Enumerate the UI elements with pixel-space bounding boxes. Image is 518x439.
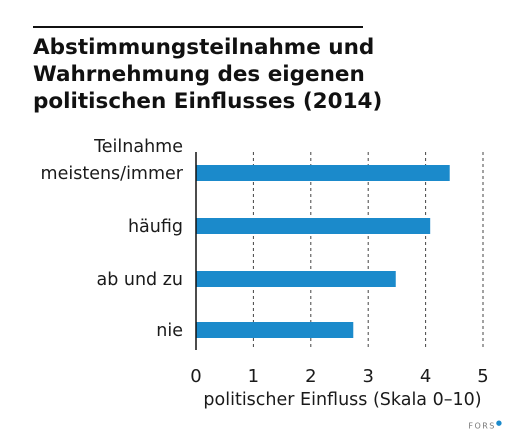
x-tick-label: 4 [420,366,431,387]
category-label: nie [156,321,183,341]
x-tick-label: 3 [362,366,373,387]
fors-logo-text: FORS [468,422,496,431]
fors-logo: FORS● [468,419,502,431]
category-header: Teilnahme [93,137,183,157]
bar [196,322,354,338]
x-tick-label: 2 [305,366,316,387]
category-label: häufig [128,217,183,237]
bar [196,165,450,181]
x-tick-label: 5 [477,366,488,387]
x-tick-label: 0 [190,366,201,387]
category-label: ab und zu [96,270,183,290]
x-tick-label: 1 [248,366,259,387]
bar [196,271,396,287]
category-label: meistens/immer [41,164,184,184]
title-rule [33,26,363,28]
bar [196,218,431,234]
chart-title: Abstimmungsteilnahme und Wahrnehmung des… [33,35,383,114]
x-axis-label: politischer Einfluss (Skala 0–10) [203,390,481,410]
